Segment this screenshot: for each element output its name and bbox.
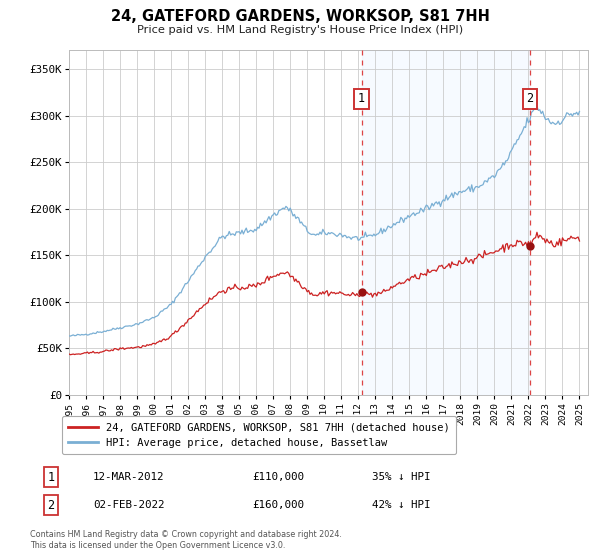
Text: 24, GATEFORD GARDENS, WORKSOP, S81 7HH: 24, GATEFORD GARDENS, WORKSOP, S81 7HH <box>110 9 490 24</box>
Text: 2: 2 <box>526 92 533 105</box>
Legend: 24, GATEFORD GARDENS, WORKSOP, S81 7HH (detached house), HPI: Average price, det: 24, GATEFORD GARDENS, WORKSOP, S81 7HH (… <box>62 416 456 455</box>
Text: 42% ↓ HPI: 42% ↓ HPI <box>372 500 431 510</box>
Text: Contains HM Land Registry data © Crown copyright and database right 2024.: Contains HM Land Registry data © Crown c… <box>30 530 342 539</box>
Text: 1: 1 <box>47 470 55 484</box>
Text: 02-FEB-2022: 02-FEB-2022 <box>93 500 164 510</box>
Text: £110,000: £110,000 <box>252 472 304 482</box>
Text: This data is licensed under the Open Government Licence v3.0.: This data is licensed under the Open Gov… <box>30 541 286 550</box>
Text: Price paid vs. HM Land Registry's House Price Index (HPI): Price paid vs. HM Land Registry's House … <box>137 25 463 35</box>
Text: 1: 1 <box>358 92 365 105</box>
Bar <box>362 50 530 395</box>
Text: 35% ↓ HPI: 35% ↓ HPI <box>372 472 431 482</box>
Text: 2: 2 <box>47 498 55 512</box>
Text: £160,000: £160,000 <box>252 500 304 510</box>
Text: 12-MAR-2012: 12-MAR-2012 <box>93 472 164 482</box>
